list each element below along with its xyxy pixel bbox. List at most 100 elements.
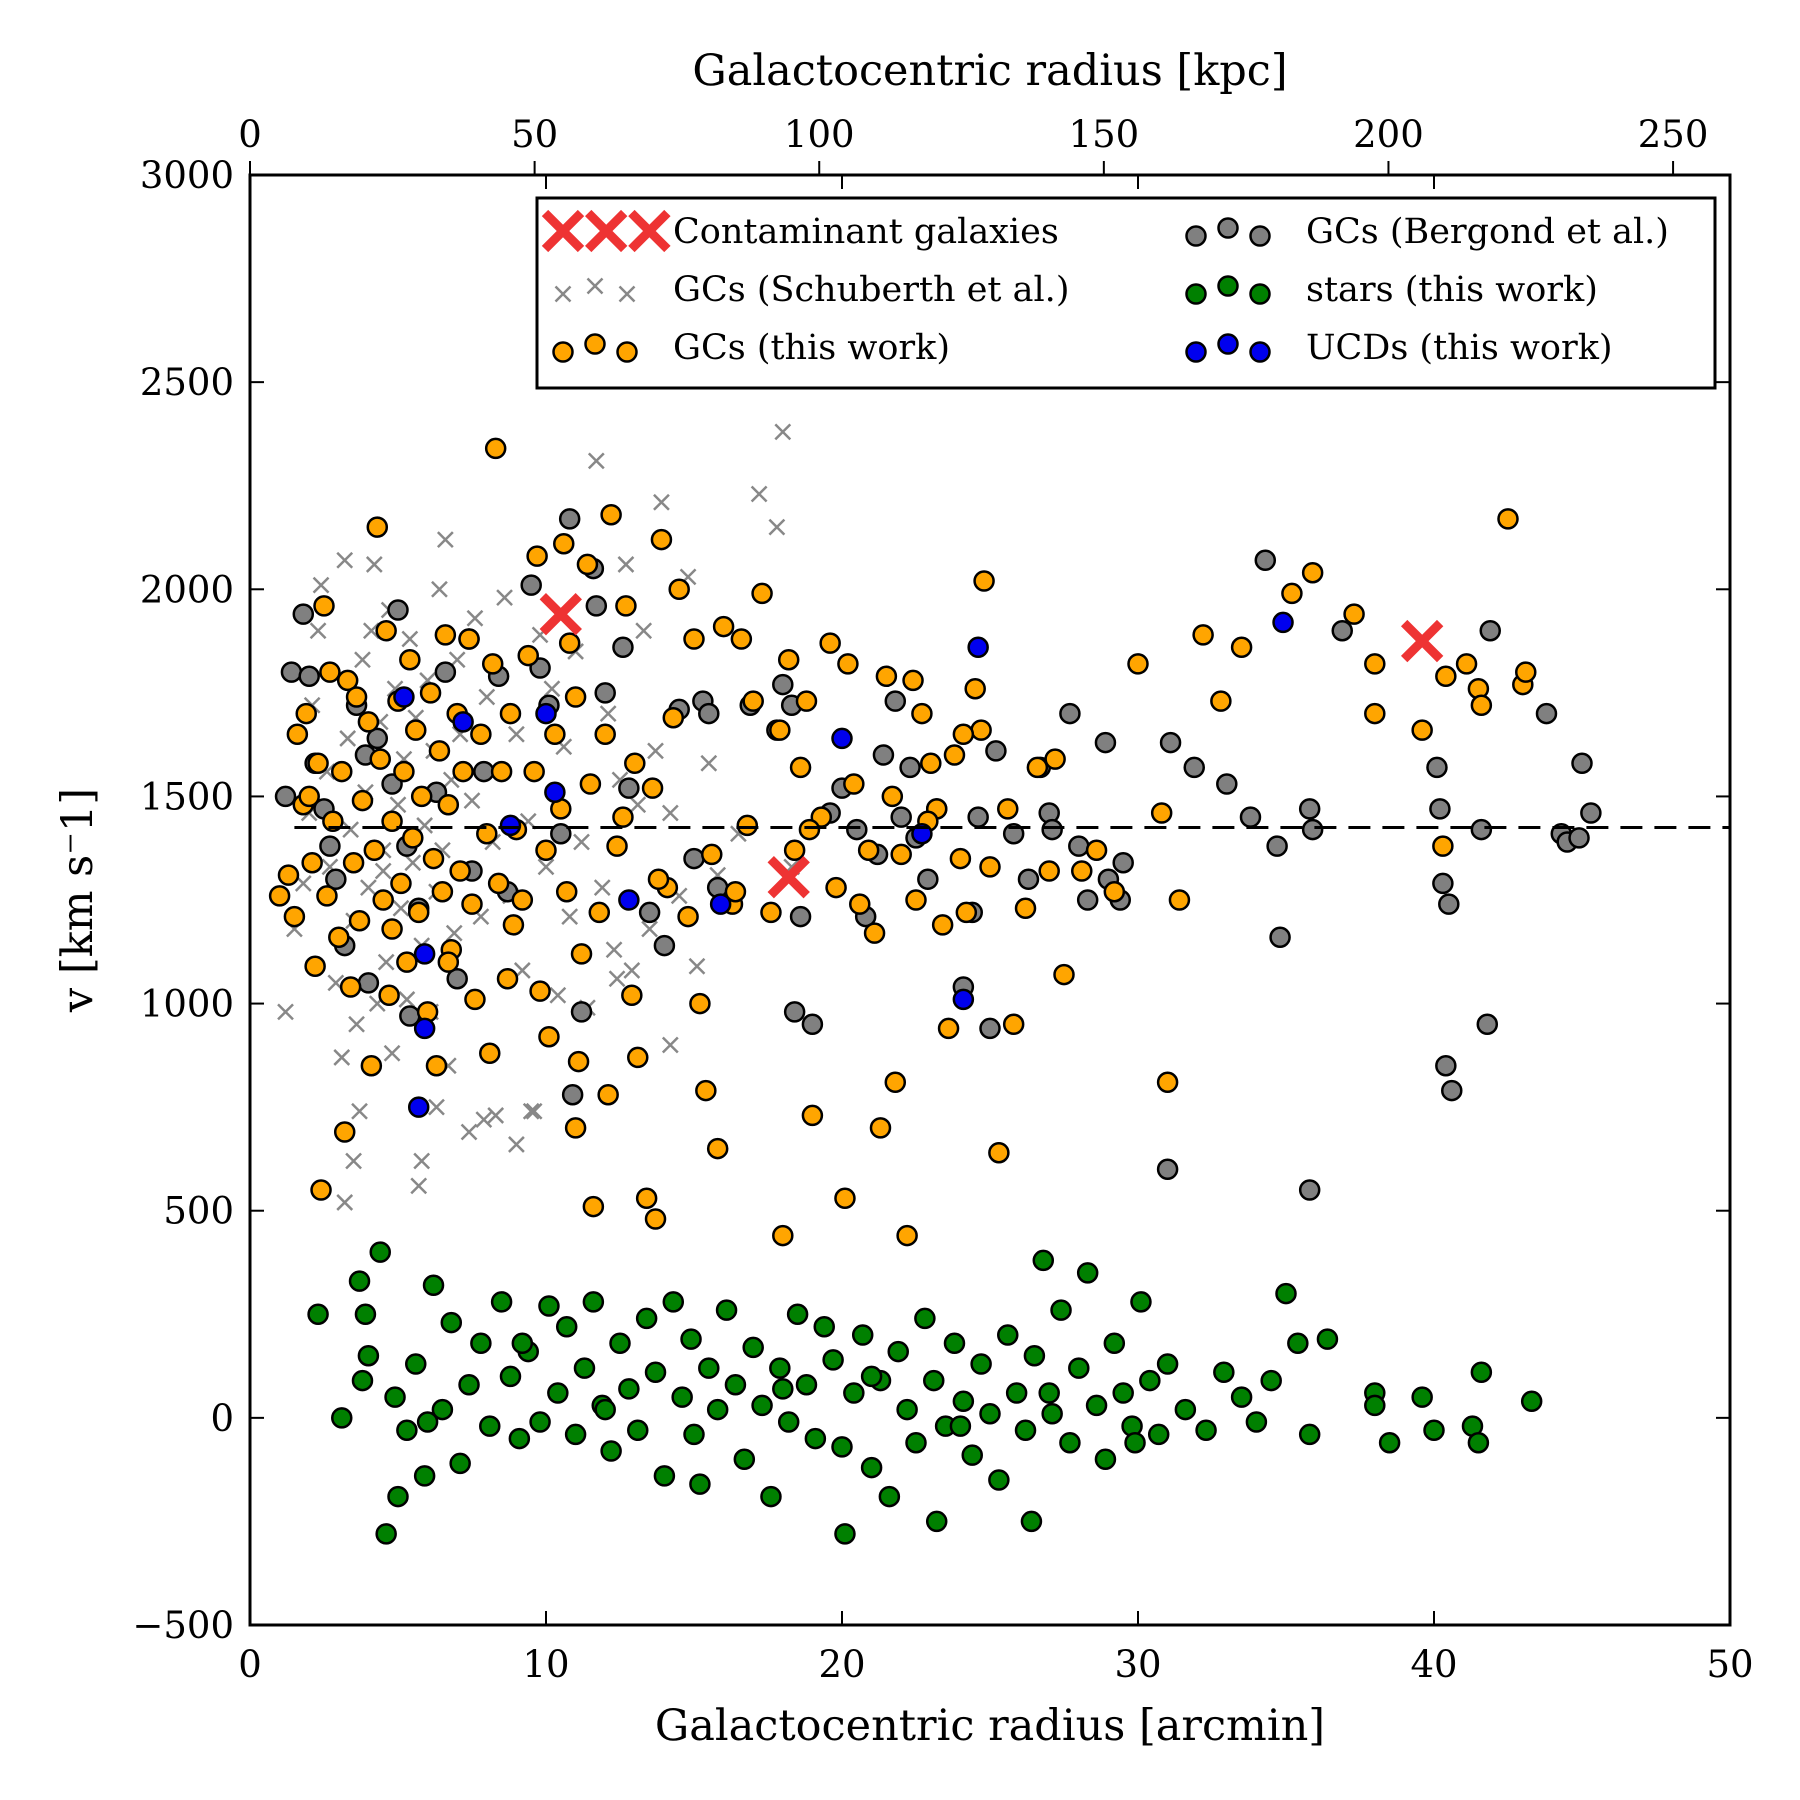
data-point (767, 856, 810, 899)
data-point (1364, 653, 1386, 675)
data-point (319, 835, 341, 857)
data-point (547, 1382, 569, 1404)
data-point (484, 437, 507, 460)
data-point (1076, 1262, 1099, 1284)
data-point (1497, 508, 1519, 530)
data-point (706, 1137, 729, 1160)
data-point (1423, 1419, 1445, 1442)
data-point (594, 723, 616, 746)
data-point (890, 806, 912, 828)
legend-marker (616, 341, 638, 363)
data-point (1103, 1332, 1126, 1355)
x-axis-label: Galactocentric radius [arcmin] (655, 1701, 1325, 1751)
data-point (715, 1299, 738, 1321)
data-point (431, 580, 448, 598)
data-point (777, 1411, 800, 1433)
data-point (295, 702, 317, 725)
data-point (1150, 802, 1173, 824)
data-point (446, 967, 468, 990)
legend-items: Contaminant galaxies GCs (Schuberth et al… (541, 209, 1669, 368)
data-point (393, 760, 415, 783)
data-point (789, 905, 812, 928)
data-point (331, 1407, 353, 1429)
data-point (452, 760, 474, 783)
data-point (1467, 1431, 1490, 1454)
data-point (772, 1378, 794, 1400)
data-point (1254, 549, 1277, 572)
legend-marker (1185, 341, 1207, 363)
data-point (952, 988, 975, 1011)
data-point (661, 804, 679, 822)
data-point (1287, 1332, 1309, 1355)
data-point (712, 615, 735, 638)
data-point (470, 1332, 492, 1355)
data-point (851, 1324, 874, 1346)
data-point (1216, 773, 1238, 795)
data-point (573, 1357, 596, 1379)
data-point (872, 744, 895, 766)
data-point (1455, 653, 1478, 675)
data-point (544, 781, 566, 804)
data-point (629, 796, 647, 814)
data-point (535, 702, 557, 725)
y-tick-label: 2000 (140, 568, 234, 611)
data-point (410, 785, 433, 808)
data-point (911, 702, 933, 725)
data-point (1364, 1394, 1386, 1417)
data-point (668, 578, 690, 601)
data-point (683, 628, 705, 650)
data-point (822, 1349, 844, 1371)
data-point (1438, 893, 1460, 915)
data-point (724, 880, 747, 903)
legend-label: GCs (this work) (673, 328, 950, 368)
data-point (612, 636, 634, 659)
data-point (1192, 624, 1214, 646)
data-point (463, 792, 481, 809)
data-point (431, 880, 454, 903)
series-stars-this-work (307, 1241, 1543, 1545)
legend-marker (585, 209, 628, 253)
x-tick-label: 40 (1410, 1643, 1457, 1686)
data-point (1124, 1431, 1146, 1454)
data-point (564, 1117, 587, 1139)
data-point (706, 1398, 729, 1421)
data-point (1094, 731, 1117, 754)
data-point (647, 868, 670, 891)
data-point (478, 688, 496, 706)
data-point (730, 628, 753, 650)
data-point (407, 1096, 430, 1118)
data-point (896, 1224, 918, 1247)
data-point (825, 876, 847, 899)
data-point (594, 1398, 616, 1421)
data-point (473, 760, 495, 783)
x-tick-label: 10 (522, 1643, 569, 1686)
legend-marker (628, 209, 671, 253)
data-point (428, 740, 451, 762)
data-point (336, 551, 354, 569)
data-point (360, 879, 377, 896)
data-point (1266, 835, 1288, 857)
data-point (537, 858, 555, 876)
data-point (502, 914, 525, 936)
data-point (1059, 1431, 1081, 1454)
data-point (538, 1025, 560, 1048)
data-point (348, 1270, 371, 1292)
data-point (700, 754, 718, 772)
data-point (896, 1398, 918, 1421)
data-point (621, 984, 643, 1007)
data-point (920, 752, 942, 775)
data-point (952, 1390, 975, 1413)
data-point (772, 673, 794, 696)
data-point (1435, 665, 1457, 688)
data-point (466, 609, 484, 627)
data-point (1076, 889, 1099, 911)
data-point (869, 1117, 892, 1139)
data-point (405, 1353, 427, 1375)
data-point (331, 760, 353, 783)
data-point (1281, 582, 1303, 605)
data-point (336, 669, 359, 692)
data-point (1470, 694, 1493, 717)
data-point (1050, 1299, 1072, 1321)
data-point (881, 785, 904, 808)
data-point (925, 1510, 948, 1533)
